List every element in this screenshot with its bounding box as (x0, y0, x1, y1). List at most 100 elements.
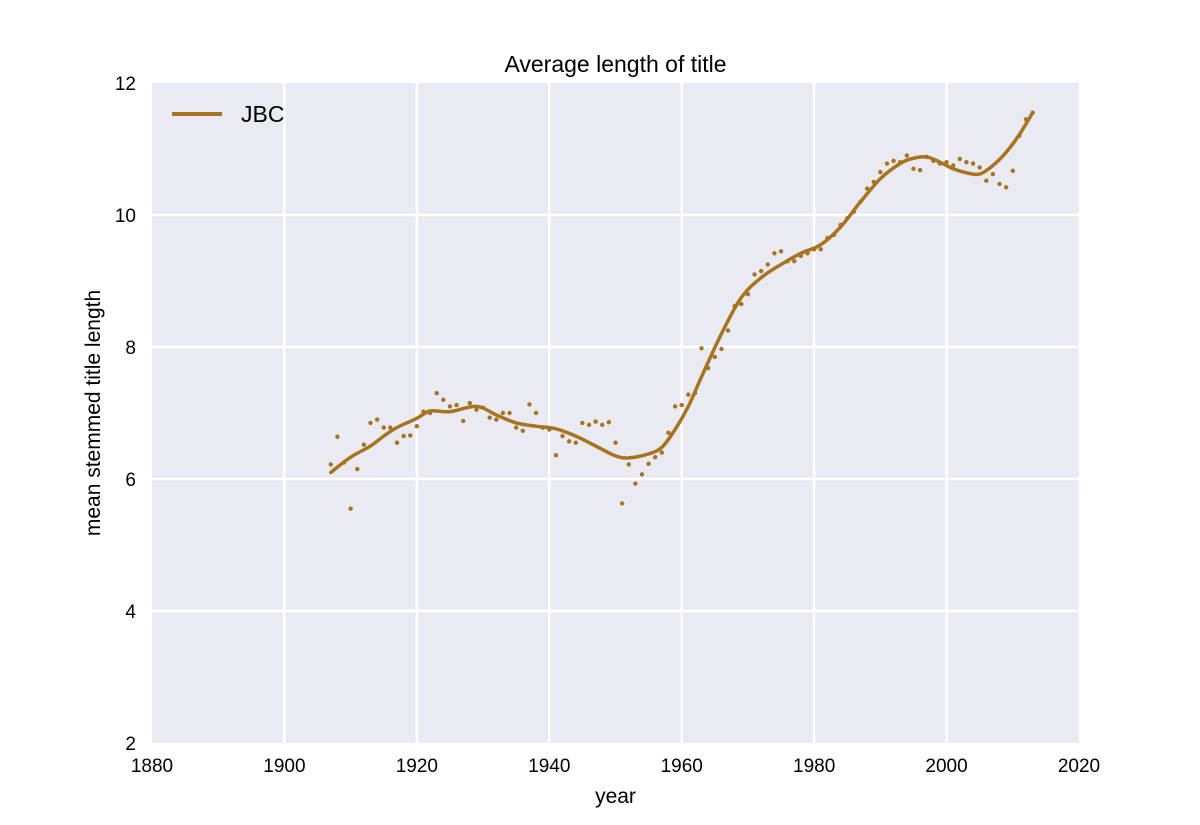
y-tick-label: 4 (125, 602, 136, 623)
x-tick-label: 2000 (925, 756, 967, 777)
legend: JBC (172, 101, 284, 127)
data-point (891, 158, 896, 164)
x-tick-label: 1900 (263, 756, 305, 777)
data-point (447, 404, 453, 409)
data-point (917, 167, 923, 173)
data-point (441, 397, 446, 402)
data-point (368, 420, 373, 426)
data-point (712, 354, 718, 360)
legend-label-jbc: JBC (241, 101, 284, 127)
data-point (752, 272, 757, 277)
data-point (467, 400, 473, 406)
data-point (659, 450, 665, 455)
data-point (699, 346, 704, 351)
data-point (606, 420, 612, 425)
data-point (374, 417, 380, 422)
series-layer (328, 110, 1035, 511)
data-point (527, 402, 532, 407)
data-point (686, 392, 691, 397)
data-point (593, 419, 598, 424)
data-point (957, 156, 963, 162)
data-point (719, 346, 724, 352)
x-tick-label: 1920 (396, 756, 438, 777)
data-point (454, 402, 459, 408)
data-point (586, 422, 592, 428)
x-tick-label: 1880 (131, 756, 173, 777)
data-point (520, 428, 525, 434)
y-tick-label: 2 (125, 734, 136, 755)
data-point (646, 461, 651, 467)
data-point (666, 430, 671, 435)
data-point (725, 328, 731, 333)
data-point (388, 425, 393, 430)
data-point (970, 161, 976, 166)
data-point (1010, 168, 1015, 173)
data-point (355, 466, 360, 472)
data-point (772, 251, 777, 256)
data-point (573, 440, 578, 445)
data-point (328, 462, 333, 467)
data-point (672, 404, 678, 409)
data-point (381, 425, 386, 430)
data-point (990, 171, 996, 177)
data-point (613, 440, 618, 445)
data-point (408, 433, 413, 438)
x-tick-label: 1940 (528, 756, 570, 777)
data-point (533, 410, 539, 416)
data-point (904, 153, 910, 158)
data-point (911, 166, 916, 171)
y-tick-label: 10 (115, 206, 136, 227)
data-point (626, 462, 631, 467)
data-point (984, 178, 989, 183)
data-point (461, 418, 466, 424)
data-point (818, 247, 823, 252)
data-point (401, 433, 406, 439)
x-tick-label: 1960 (661, 756, 703, 777)
data-point (335, 434, 340, 439)
x-tick-label: 1980 (793, 756, 835, 777)
data-point (964, 160, 969, 165)
data-point (414, 424, 420, 429)
data-point (758, 268, 764, 274)
data-point (679, 402, 684, 408)
y-tick-label: 6 (125, 470, 136, 491)
data-point (580, 420, 585, 426)
data-point (500, 410, 506, 416)
tick-labels: 1880 1900 1920 1940 1960 1980 2000 2020 2 4 6 8 10 12 (115, 74, 1100, 777)
data-point (487, 415, 492, 420)
data-point (553, 453, 559, 458)
data-point (884, 161, 890, 166)
data-point (474, 407, 479, 412)
data-point (434, 391, 439, 396)
data-point (878, 169, 883, 175)
x-tick-label: 2020 (1058, 756, 1100, 777)
data-point (348, 506, 353, 511)
x-axis-label: year (595, 785, 636, 808)
plot-area (152, 83, 1079, 743)
data-point (633, 481, 638, 486)
data-point (361, 442, 367, 447)
gridlines (152, 83, 1079, 743)
data-point (977, 165, 982, 170)
data-point (765, 262, 770, 267)
data-point (566, 439, 572, 444)
data-point (394, 440, 400, 445)
data-point (639, 472, 645, 477)
y-tick-label: 12 (115, 74, 136, 95)
data-point (653, 455, 658, 460)
data-point (560, 433, 565, 439)
series-line-jbc (329, 110, 1035, 475)
data-point (739, 301, 744, 307)
data-point (792, 259, 797, 264)
data-point (997, 181, 1002, 187)
data-point (513, 425, 519, 430)
chart-title: Average length of title (504, 51, 726, 77)
data-point (778, 249, 784, 254)
y-tick-label: 8 (125, 338, 136, 359)
data-point (507, 410, 512, 416)
data-point (619, 501, 625, 506)
data-point (494, 417, 499, 422)
y-axis-label: mean stemmed title length (82, 290, 105, 536)
data-point (600, 422, 605, 428)
